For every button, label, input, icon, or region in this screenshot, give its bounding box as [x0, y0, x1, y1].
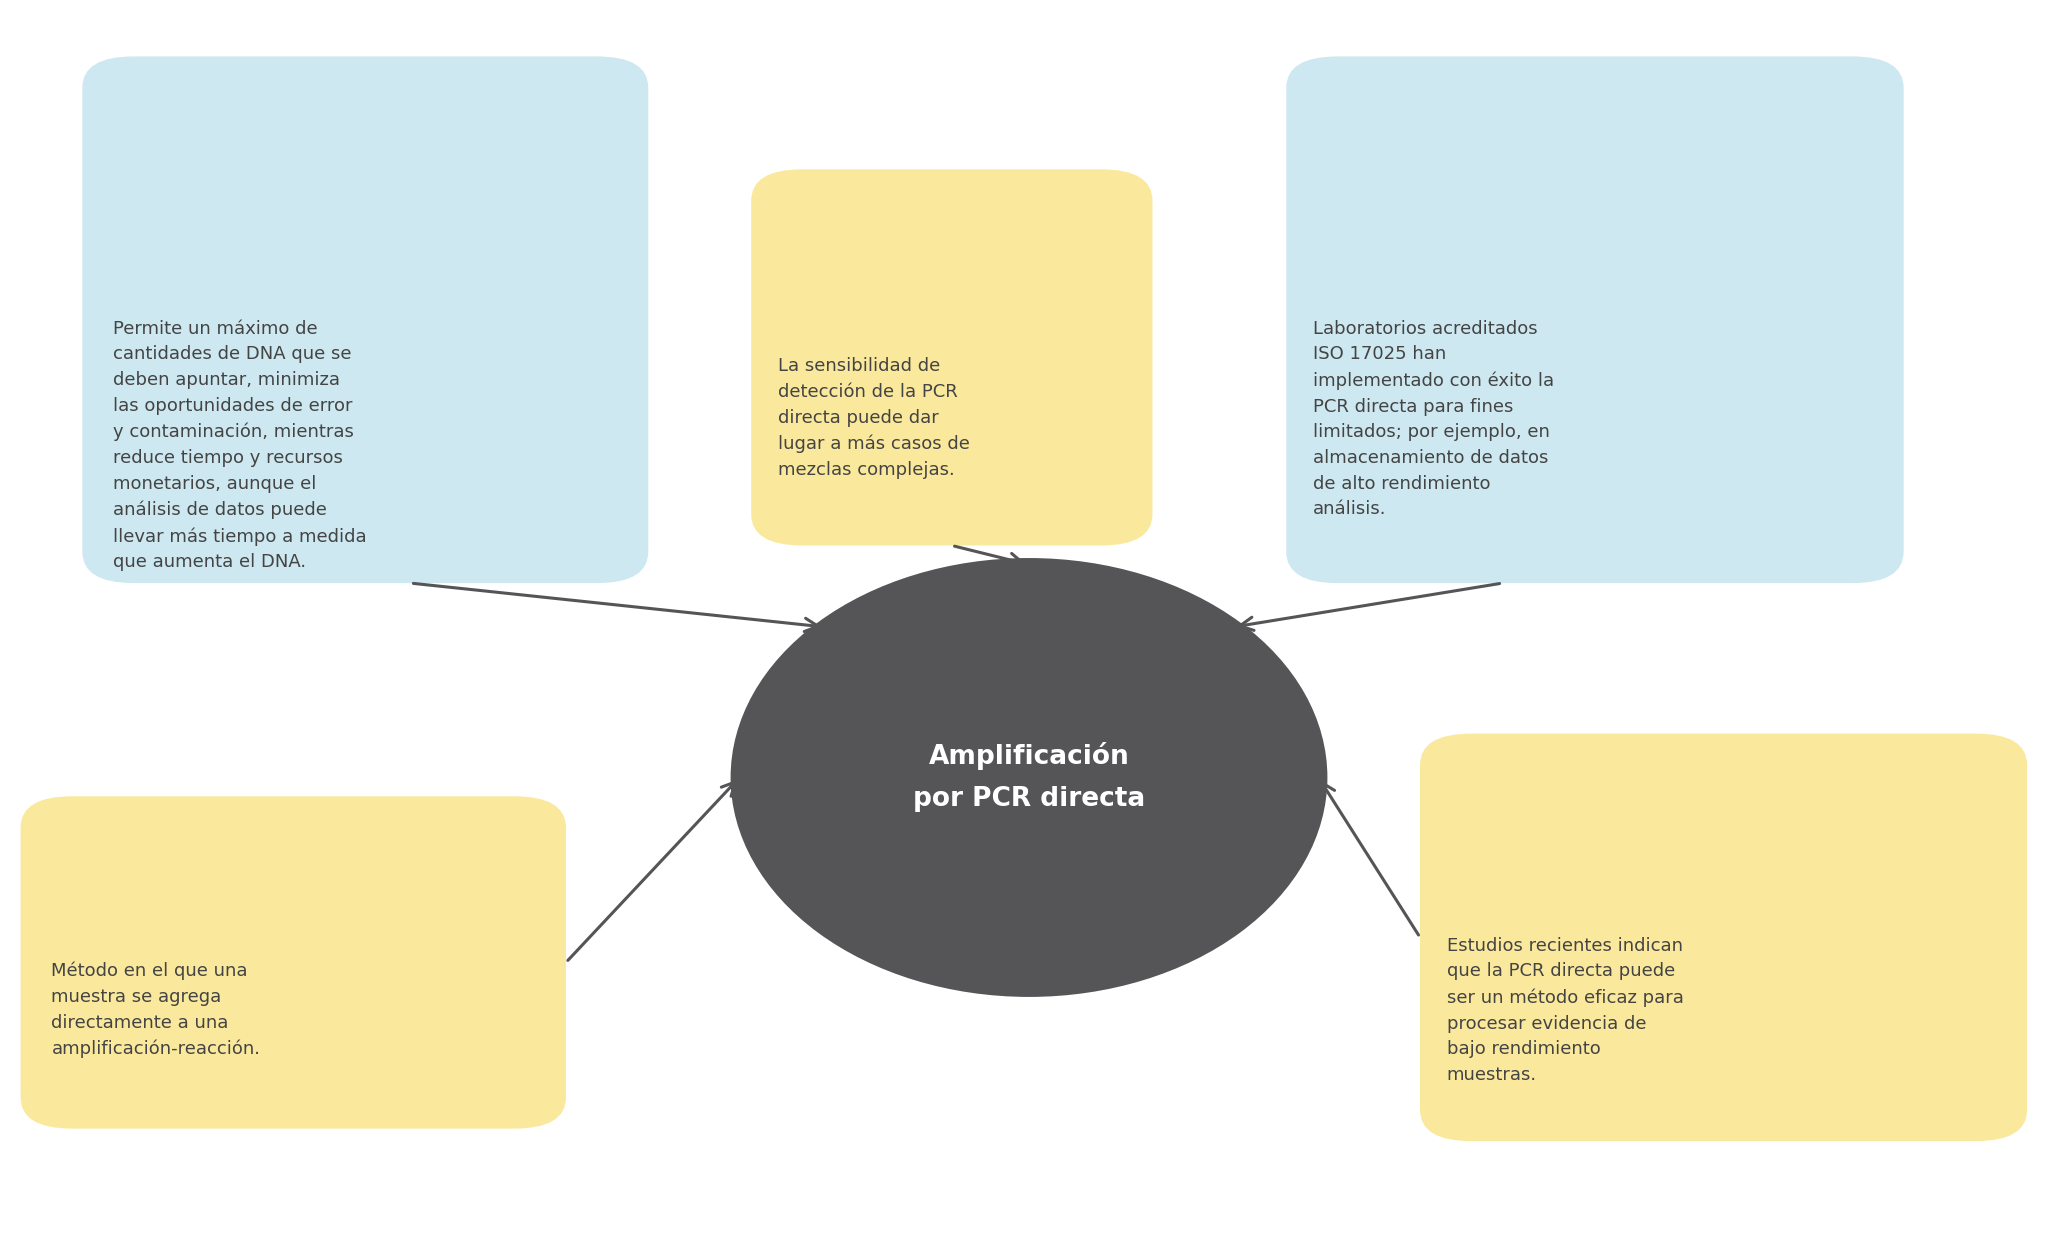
FancyBboxPatch shape: [82, 56, 648, 583]
FancyBboxPatch shape: [21, 796, 566, 1129]
Ellipse shape: [731, 558, 1327, 997]
Text: Permite un máximo de
cantidades de DNA que se
deben apuntar, minimiza
las oportu: Permite un máximo de cantidades de DNA q…: [113, 320, 366, 572]
Text: Amplificación
por PCR directa: Amplificación por PCR directa: [914, 742, 1144, 813]
FancyBboxPatch shape: [751, 169, 1152, 545]
FancyBboxPatch shape: [1420, 734, 2027, 1141]
Text: Laboratorios acreditados
ISO 17025 han
implementado con éxito la
PCR directa par: Laboratorios acreditados ISO 17025 han i…: [1313, 320, 1554, 518]
Text: Estudios recientes indican
que la PCR directa puede
ser un método eficaz para
pr: Estudios recientes indican que la PCR di…: [1447, 937, 1683, 1083]
Text: Método en el que una
muestra se agrega
directamente a una
amplificación-reacción: Método en el que una muestra se agrega d…: [51, 962, 261, 1058]
FancyBboxPatch shape: [1286, 56, 1904, 583]
Text: La sensibilidad de
detección de la PCR
directa puede dar
lugar a más casos de
me: La sensibilidad de detección de la PCR d…: [778, 357, 969, 479]
